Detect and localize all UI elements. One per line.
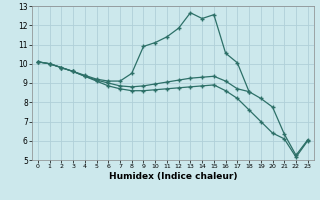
X-axis label: Humidex (Indice chaleur): Humidex (Indice chaleur) bbox=[108, 172, 237, 181]
